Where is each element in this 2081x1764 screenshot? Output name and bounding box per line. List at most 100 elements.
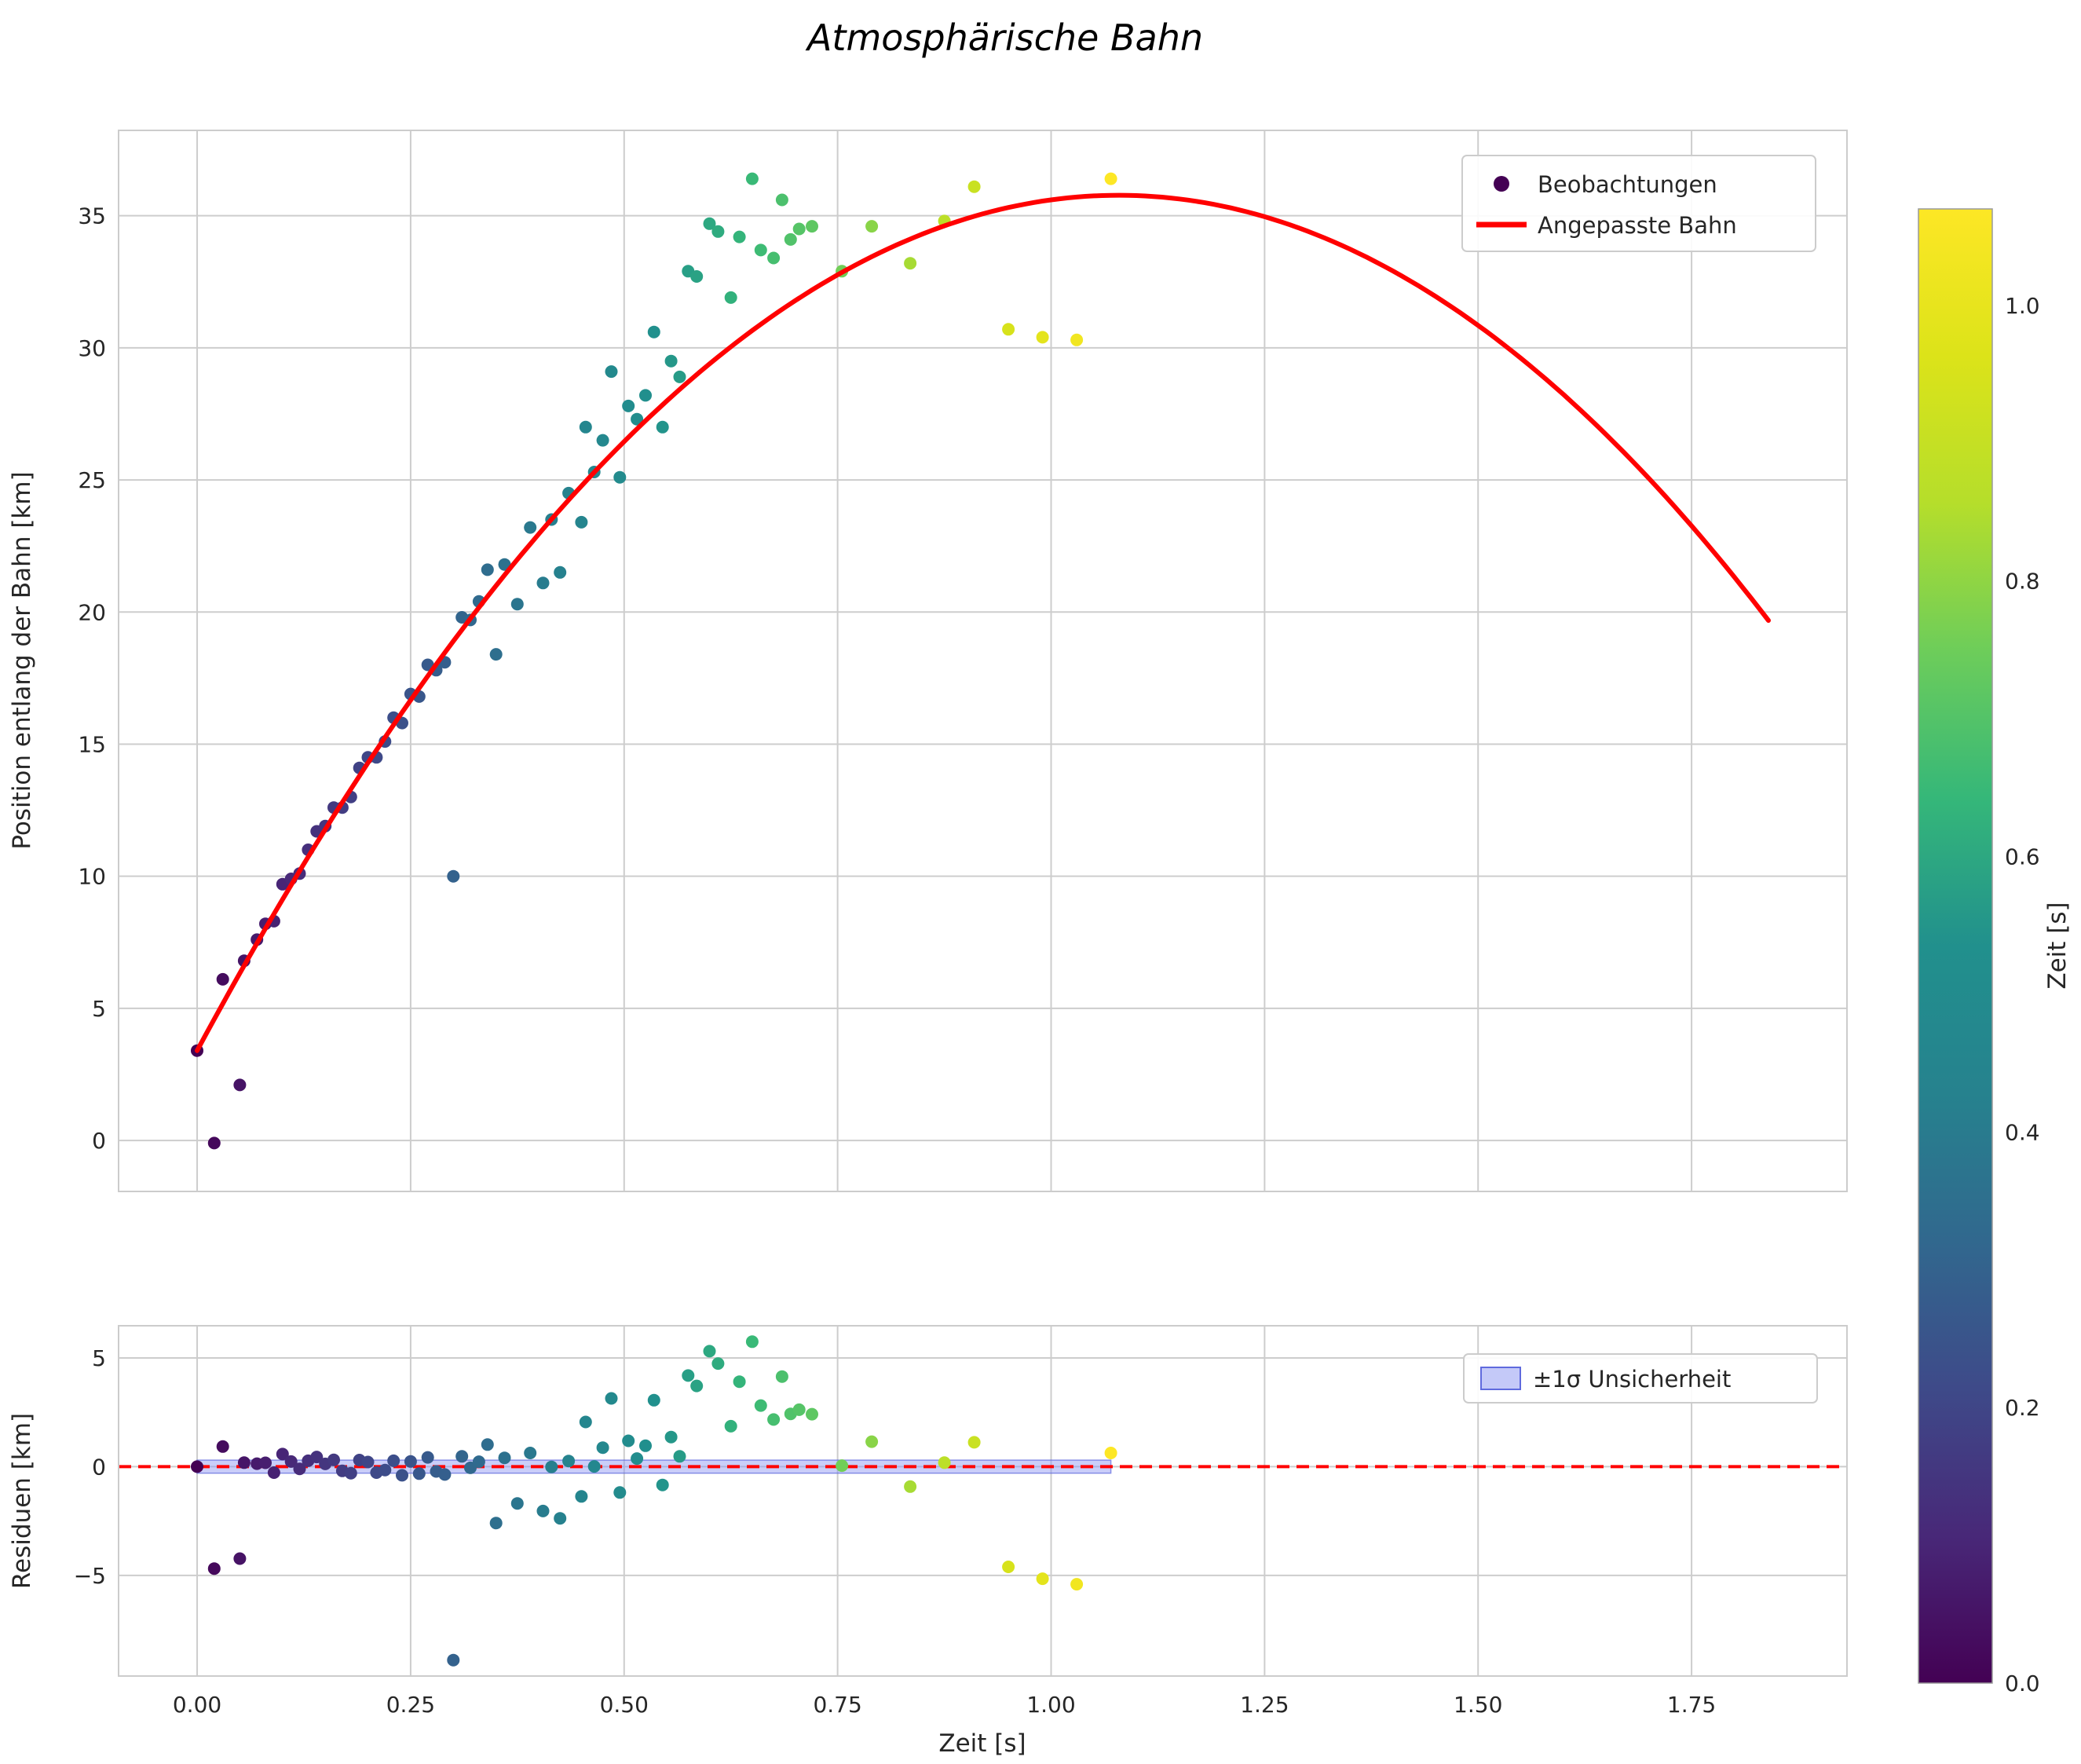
uncertainty-band-legend-patch: [1480, 1367, 1521, 1390]
residual-point: [1104, 1447, 1117, 1459]
residual-point: [293, 1462, 306, 1476]
residual-point: [596, 1441, 609, 1455]
observation-point: [733, 230, 746, 243]
observation-point: [806, 220, 818, 233]
observation-point: [554, 565, 567, 579]
observation-point: [489, 648, 503, 661]
residual-point: [233, 1552, 247, 1565]
residual-point: [447, 1653, 460, 1667]
residual-point: [310, 1451, 324, 1464]
residual-point: [554, 1512, 567, 1525]
observation-point: [967, 180, 981, 193]
residual-point: [836, 1459, 849, 1473]
residual-point: [545, 1460, 558, 1473]
observation-point: [754, 243, 767, 257]
colorbar-tick-label: 0.6: [2005, 844, 2040, 869]
observation-point: [207, 1136, 221, 1150]
residual-point: [664, 1430, 678, 1444]
residual-point: [361, 1455, 375, 1469]
main-y-tick-label: 0: [92, 1128, 106, 1154]
colorbar-tick-label: 0.0: [2005, 1671, 2040, 1696]
observation-point: [703, 217, 716, 230]
residual-point: [412, 1467, 426, 1480]
residual-point: [754, 1399, 767, 1412]
residual-point: [536, 1504, 550, 1517]
residual-point: [1070, 1578, 1084, 1591]
residual-y-tick-label: 0: [92, 1454, 106, 1480]
x-tick-label: 1.75: [1667, 1692, 1716, 1718]
residual-y-axis-label: Residuen [km]: [8, 1413, 36, 1589]
residual-point: [237, 1456, 251, 1469]
observation-point: [1070, 333, 1084, 346]
residual-point: [724, 1419, 737, 1433]
residual-point: [267, 1466, 280, 1479]
residual-point: [1002, 1561, 1015, 1573]
colorbar-tick-label: 0.4: [2005, 1119, 2040, 1145]
fit-curve: [195, 192, 1771, 1053]
residual-point: [344, 1466, 357, 1480]
residual-point: [605, 1392, 618, 1405]
residual-point: [703, 1345, 716, 1358]
observation-point: [767, 251, 781, 265]
residual-point: [865, 1435, 879, 1448]
residual-legend: ±1σ Unsicherheit: [1463, 1353, 1818, 1404]
x-tick-label: 0.00: [173, 1692, 221, 1718]
x-tick-label: 1.00: [1026, 1692, 1075, 1718]
observation-point: [711, 225, 725, 238]
residual-point: [711, 1357, 725, 1371]
residual-point: [276, 1447, 289, 1461]
residual-point: [421, 1451, 434, 1464]
observation-point: [536, 576, 550, 590]
observation-point: [605, 365, 618, 379]
residual-plot-frame: [118, 1325, 1848, 1677]
main-y-tick-label: 5: [92, 996, 106, 1022]
residual-point: [259, 1456, 272, 1469]
fit-legend-label: Angepasste Bahn: [1538, 212, 1737, 239]
observation-point: [1104, 172, 1117, 185]
residual-point: [498, 1451, 511, 1465]
observation-point: [1002, 323, 1015, 336]
observation-point: [579, 420, 592, 434]
x-tick-label: 1.25: [1240, 1692, 1289, 1718]
main-y-tick-label: 15: [78, 731, 106, 757]
observation-point: [904, 257, 917, 270]
residual-point: [806, 1407, 818, 1421]
observations-legend-marker: [1494, 176, 1509, 192]
observation-point: [613, 470, 627, 484]
residual-point: [510, 1497, 524, 1510]
observation-point: [216, 972, 229, 986]
residual-point: [327, 1453, 340, 1466]
residual-point: [673, 1450, 686, 1463]
residual-point: [733, 1375, 746, 1389]
x-tick-label: 0.25: [386, 1692, 435, 1718]
observation-point: [622, 399, 635, 412]
residual-point: [438, 1468, 452, 1481]
residual-point: [404, 1455, 417, 1468]
main-legend: Beobachtungen Angepasste Bahn: [1461, 155, 1816, 252]
observation-point: [792, 222, 806, 236]
observation-point: [673, 370, 686, 383]
residual-point: [690, 1379, 704, 1393]
residual-point: [207, 1562, 221, 1576]
residual-point: [396, 1469, 408, 1482]
x-axis-label: Zeit [s]: [938, 1729, 1026, 1758]
main-plot-background: [119, 130, 1847, 1191]
residual-point: [775, 1370, 788, 1383]
observation-point: [575, 515, 588, 529]
x-tick-label: 0.75: [813, 1692, 861, 1718]
main-y-tick-label: 20: [78, 599, 106, 625]
uncertainty-band-legend-label: ±1σ Unsicherheit: [1533, 1366, 1731, 1393]
observation-point: [639, 389, 652, 402]
observations-legend-label: Beobachtungen: [1538, 171, 1717, 198]
residual-point: [682, 1369, 695, 1382]
residual-point: [524, 1447, 537, 1459]
main-y-axis-label: Position entlang der Bahn [km]: [8, 471, 36, 849]
residual-point: [1036, 1572, 1049, 1586]
residual-point: [767, 1413, 781, 1426]
residual-point: [481, 1438, 494, 1451]
residual-point: [967, 1436, 981, 1449]
residual-point: [938, 1456, 951, 1469]
observation-point: [1036, 331, 1049, 344]
residual-point: [587, 1460, 601, 1473]
